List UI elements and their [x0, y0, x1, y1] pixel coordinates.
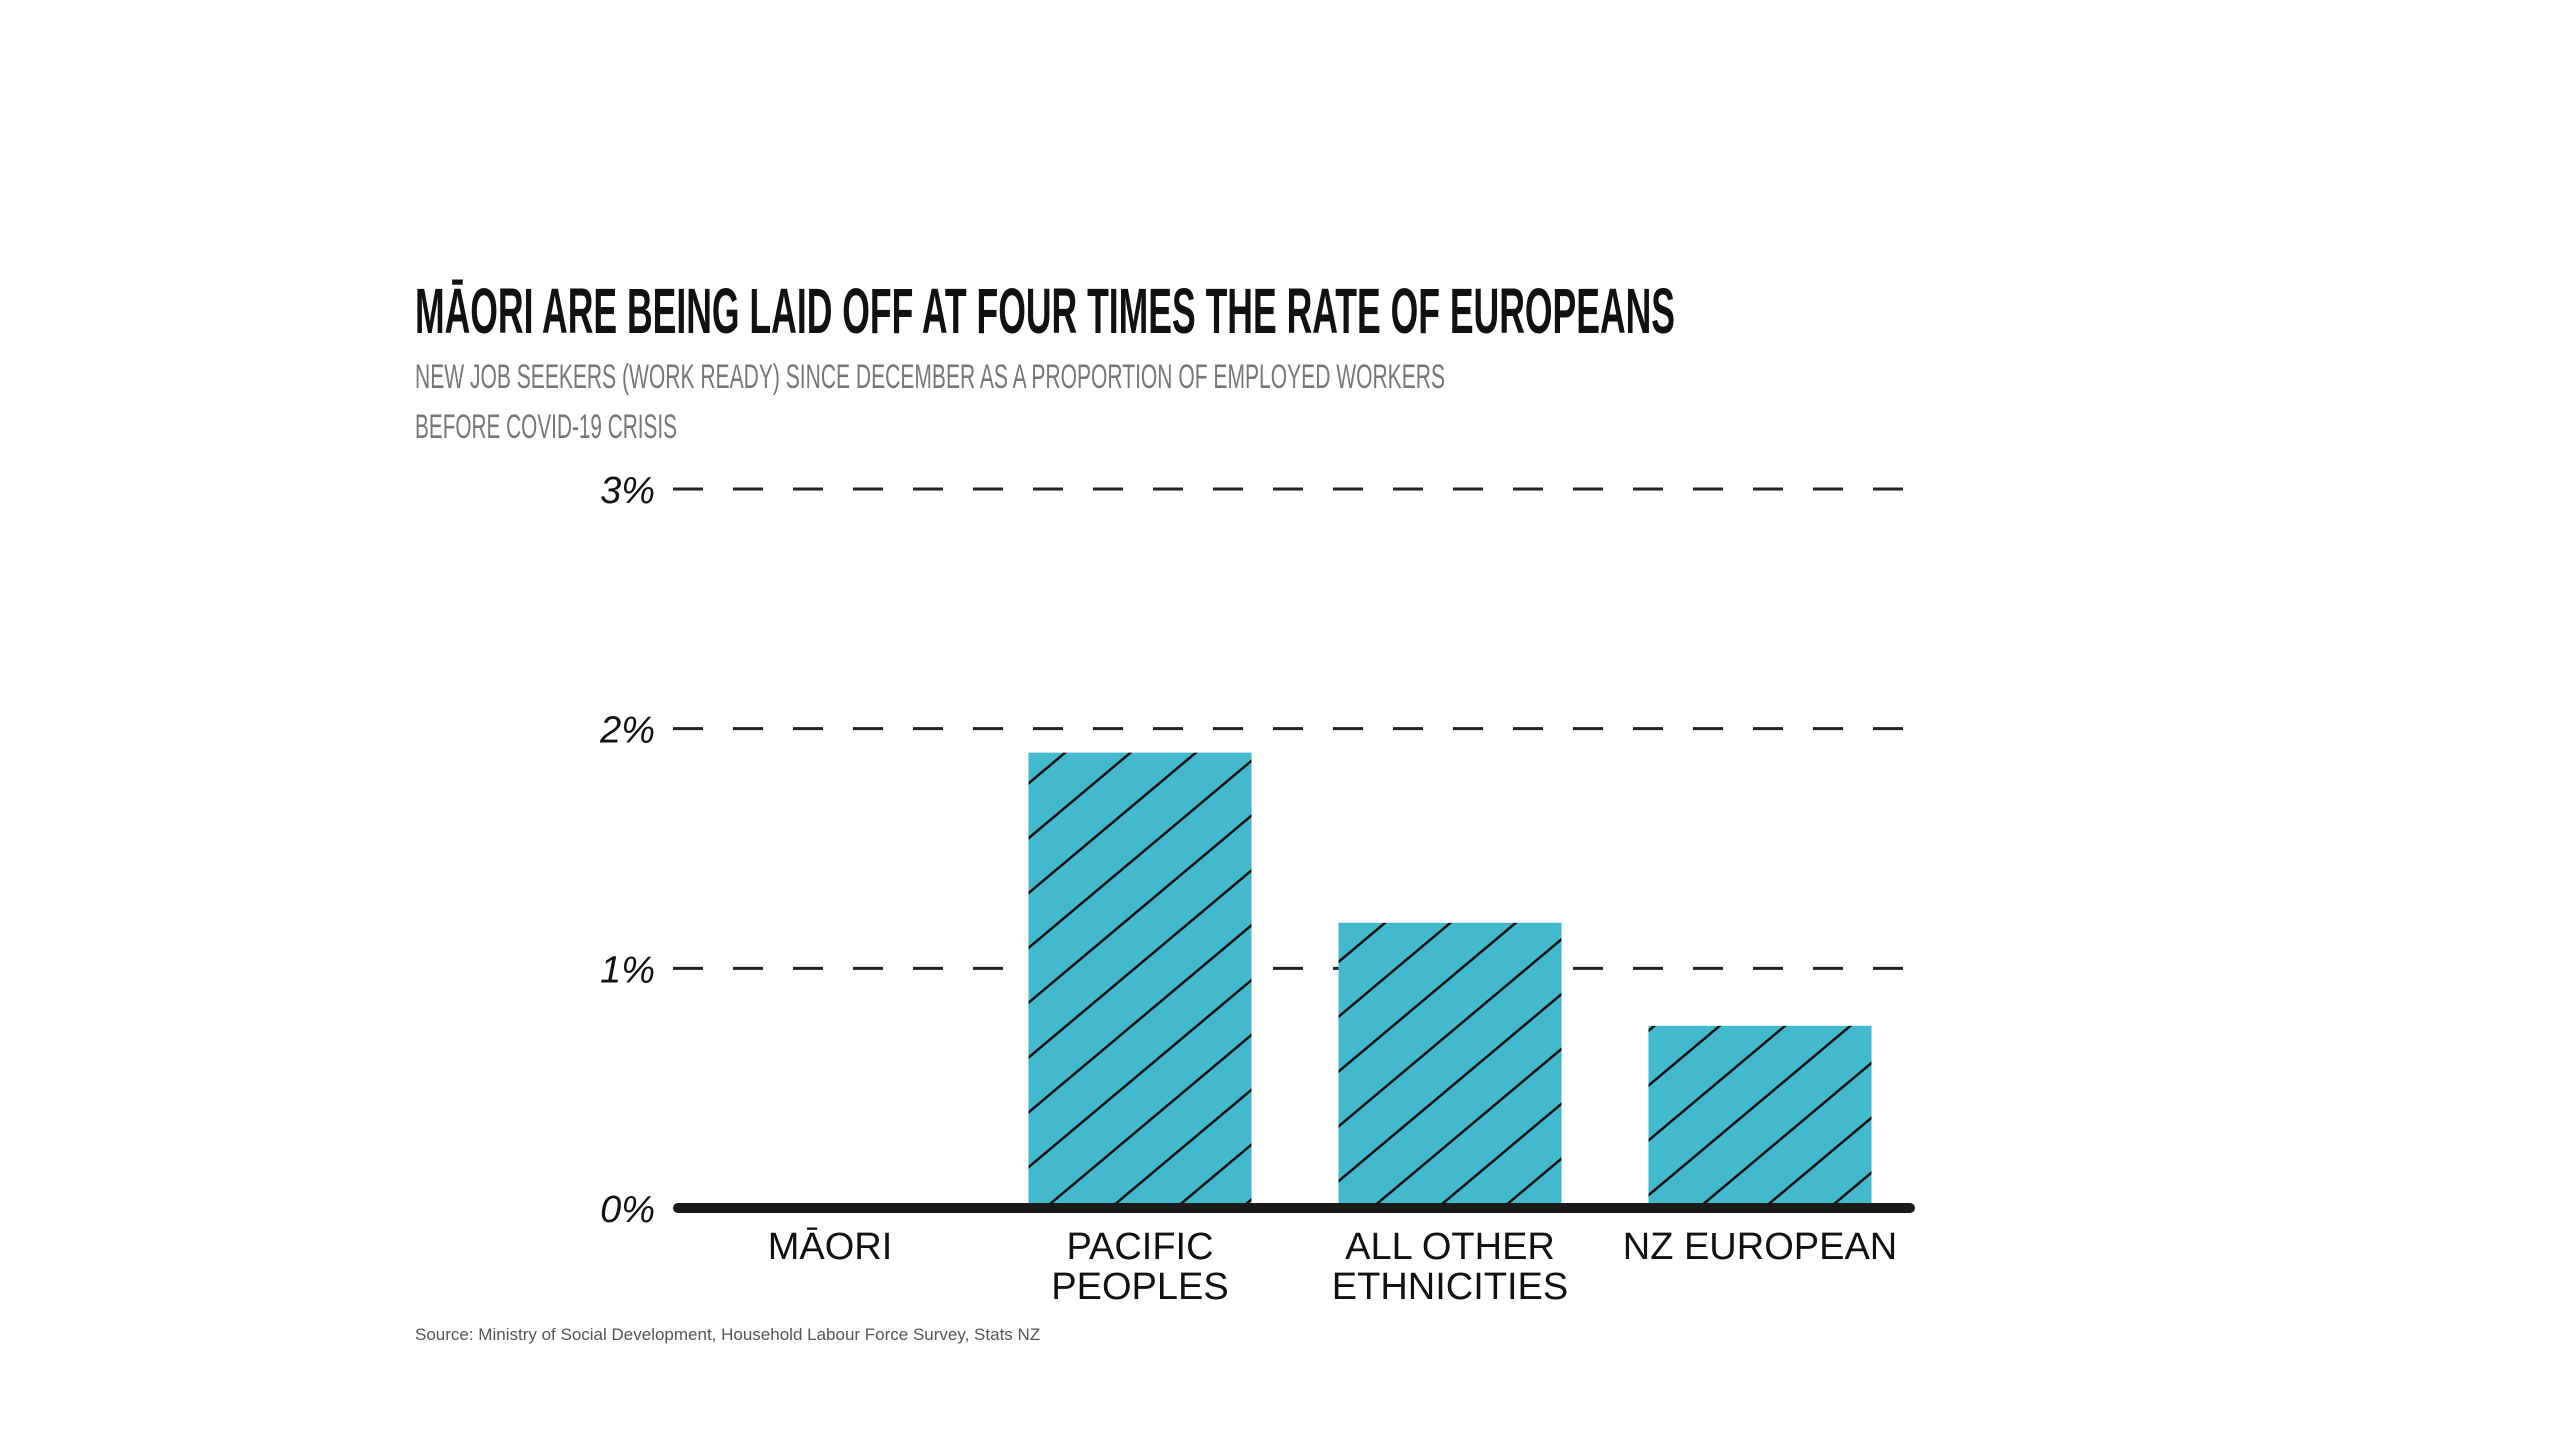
bar-all-other-ethnicities — [1338, 922, 1562, 1208]
bar-pacific-peoples — [1028, 752, 1252, 1208]
x-tick-label: ALL OTHER ETHNICITIES — [1331, 1226, 1569, 1308]
x-tick-label: MĀORI — [767, 1226, 893, 1268]
y-tick-label: 2% — [599, 710, 655, 752]
chart-subtitle-line-2: BEFORE COVID-19 CRISIS — [415, 408, 677, 446]
y-tick-label: 3% — [600, 470, 655, 512]
source-note: Source: Ministry of Social Development, … — [415, 1325, 1041, 1344]
gridlines — [673, 487, 1913, 970]
x-axis-baseline — [673, 1203, 1915, 1213]
chart-title: MĀORI ARE BEING LAID OFF AT FOUR TIMES T… — [415, 275, 1675, 347]
y-tick-label: 1% — [600, 949, 655, 991]
x-tick-label: NZ EUROPEAN — [1622, 1226, 1898, 1268]
x-tick-label: PACIFIC PEOPLES — [1051, 1226, 1229, 1308]
bar-nz-european — [1648, 1025, 1872, 1208]
y-tick-labels: 0% 1% 2% 3% — [599, 470, 655, 1231]
y-tick-label: 0% — [600, 1189, 655, 1231]
chart-subtitle-line-1: NEW JOB SEEKERS (WORK READY) SINCE DECEM… — [415, 358, 1445, 396]
bars — [1028, 752, 1872, 1208]
